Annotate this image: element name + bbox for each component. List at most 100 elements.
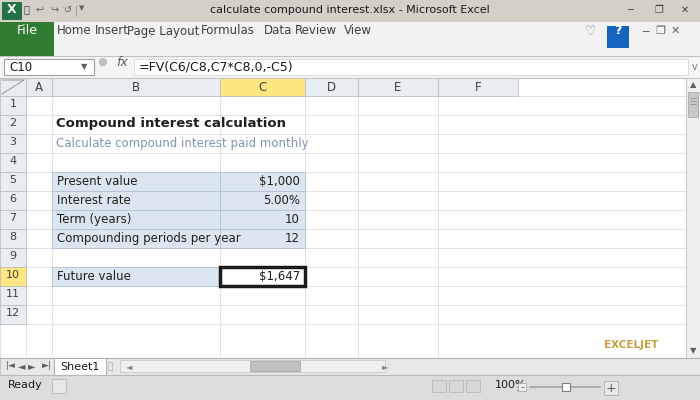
Bar: [0, 229, 26, 248]
Bar: [26, 78, 52, 96]
Text: Formulas: Formulas: [201, 24, 255, 38]
Bar: [54, 358, 106, 375]
Bar: [250, 361, 300, 371]
Text: ▼: ▼: [79, 5, 85, 11]
Bar: [686, 78, 700, 358]
Text: ●: ●: [97, 57, 107, 67]
Bar: [0, 96, 26, 115]
Text: Ready: Ready: [8, 380, 43, 390]
Bar: [220, 191, 305, 210]
Text: 6: 6: [10, 194, 17, 204]
Bar: [466, 380, 480, 392]
Bar: [0, 22, 700, 56]
Text: ?: ?: [615, 24, 622, 38]
Bar: [52, 229, 220, 248]
Text: 5.00%: 5.00%: [263, 194, 300, 207]
Bar: [0, 78, 26, 96]
Bar: [0, 248, 26, 267]
Bar: [220, 172, 305, 191]
Text: ↪: ↪: [50, 5, 58, 15]
Bar: [120, 360, 385, 372]
Bar: [0, 375, 700, 400]
Bar: [52, 172, 220, 191]
Text: 10: 10: [285, 213, 300, 226]
Bar: [4, 59, 94, 75]
Text: 4: 4: [9, 156, 17, 166]
Bar: [220, 210, 305, 229]
Text: ❐: ❐: [654, 5, 664, 15]
Text: Review: Review: [295, 24, 337, 38]
Text: ·: ·: [61, 5, 63, 11]
Text: C: C: [258, 81, 267, 94]
Text: 1: 1: [10, 99, 17, 109]
Bar: [52, 78, 220, 96]
Bar: [0, 305, 26, 324]
Text: ❐: ❐: [655, 26, 665, 36]
Bar: [562, 383, 570, 391]
Text: Home: Home: [57, 24, 91, 38]
Bar: [0, 0, 700, 22]
Text: fx: fx: [116, 56, 127, 68]
Bar: [688, 92, 698, 117]
Bar: [674, 3, 696, 18]
Text: $1,000: $1,000: [259, 175, 300, 188]
Text: 📄: 📄: [107, 362, 113, 371]
Text: 5: 5: [10, 175, 17, 185]
Bar: [0, 78, 686, 358]
Text: ▲: ▲: [690, 80, 696, 89]
Bar: [0, 191, 26, 210]
Bar: [220, 78, 305, 96]
Text: Present value: Present value: [57, 175, 137, 188]
Text: A: A: [35, 81, 43, 94]
Bar: [52, 210, 220, 229]
Bar: [52, 379, 66, 393]
Text: Calculate compound interest paid monthly: Calculate compound interest paid monthly: [56, 137, 309, 150]
Bar: [0, 153, 26, 172]
Text: 100%: 100%: [495, 380, 526, 390]
Text: 8: 8: [9, 232, 17, 242]
Text: ✕: ✕: [681, 5, 689, 15]
Bar: [0, 286, 26, 305]
Text: ▼: ▼: [80, 62, 88, 71]
Bar: [604, 381, 618, 395]
Text: 9: 9: [9, 251, 17, 261]
Text: v: v: [692, 62, 698, 72]
Bar: [52, 267, 220, 286]
Text: 11: 11: [6, 289, 20, 299]
Text: ─: ─: [627, 5, 633, 15]
Text: 12: 12: [6, 308, 20, 318]
Bar: [449, 380, 463, 392]
Text: Interest rate: Interest rate: [57, 194, 131, 207]
Text: E: E: [394, 81, 402, 94]
Text: 7: 7: [9, 213, 17, 223]
Text: EXCELJET: EXCELJET: [604, 340, 658, 350]
Text: ↺: ↺: [64, 5, 72, 15]
Bar: [622, 3, 644, 18]
Text: Term (years): Term (years): [57, 213, 132, 226]
Bar: [134, 59, 688, 75]
Text: +: +: [606, 382, 616, 395]
Text: calculate compound interest.xlsx - Microsoft Excel: calculate compound interest.xlsx - Micro…: [210, 5, 490, 15]
Text: ─: ─: [642, 26, 648, 36]
Text: 10: 10: [6, 270, 20, 280]
Text: Data: Data: [264, 24, 292, 38]
Bar: [0, 134, 26, 153]
Text: ►|: ►|: [42, 361, 52, 370]
Bar: [0, 358, 700, 375]
Text: ►: ►: [382, 362, 389, 371]
Text: Compounding periods per year: Compounding periods per year: [57, 232, 241, 245]
Text: Compound interest calculation: Compound interest calculation: [56, 117, 286, 130]
Text: $1,647: $1,647: [259, 270, 300, 283]
Text: ♡: ♡: [584, 24, 596, 38]
Text: Future value: Future value: [57, 270, 131, 283]
Text: ◄: ◄: [18, 361, 26, 371]
Bar: [438, 78, 518, 96]
Text: File: File: [17, 24, 38, 38]
Bar: [0, 172, 26, 191]
Bar: [607, 26, 629, 48]
Text: 12: 12: [285, 232, 300, 245]
Bar: [2, 2, 22, 20]
Bar: [0, 56, 700, 78]
Text: |: |: [74, 5, 78, 16]
Text: F: F: [475, 81, 482, 94]
